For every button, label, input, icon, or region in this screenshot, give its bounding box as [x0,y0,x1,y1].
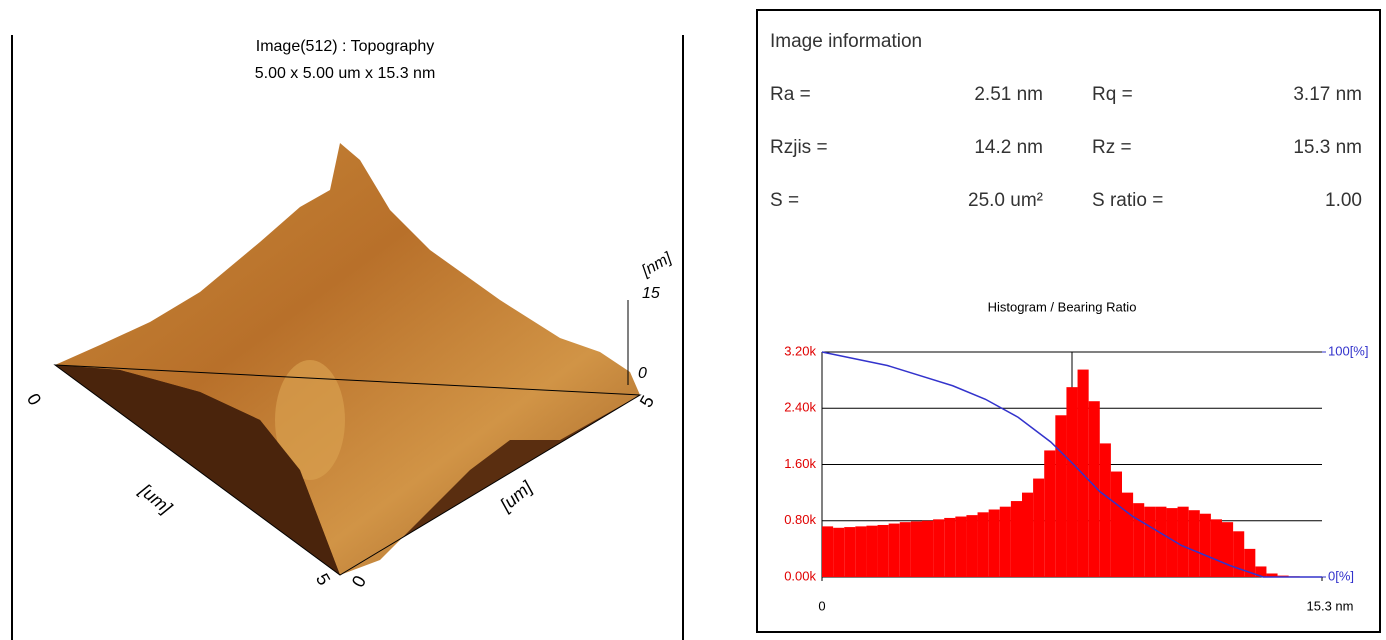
info-cell: 1.00 [1325,190,1362,211]
bar [1033,479,1044,577]
y-tick: 5 [636,392,658,411]
info-cell: Rz = [1092,137,1132,158]
x-tick-label: 0 [818,598,825,613]
x-tick: 5 [312,570,334,589]
bar [989,510,1000,578]
bar [1100,443,1111,577]
x-tick: 0 [23,390,45,409]
bar [966,515,977,577]
bar [922,521,933,577]
z-tick: 0 [638,365,647,382]
topo-title: Image(512) : Topography [256,38,434,55]
z-tick: 15 [642,285,660,302]
y-tick-label: 1.60k [784,456,816,471]
bar [1200,514,1211,577]
surface [55,143,640,575]
info-title: Image information [770,31,922,52]
y2-tick-label: 100[%] [1328,343,1368,358]
bar [933,519,944,577]
bar [978,512,989,577]
info-cell: 25.0 um² [968,190,1043,211]
bar [944,518,955,577]
bar [1144,507,1155,577]
bar [1155,507,1166,577]
y2-tick-label: 0[%] [1328,568,1354,583]
bar [1178,507,1189,577]
y-tick-label: 2.40k [784,400,816,415]
topography-3d [55,143,640,575]
bar [1222,522,1233,577]
bar [878,525,889,577]
bar [900,522,911,577]
bar [833,528,844,577]
bar [1044,450,1055,577]
info-cell: 14.2 nm [974,137,1043,158]
z-unit: [nm] [638,249,675,280]
info-cell: Ra = [770,84,811,105]
bar [866,526,877,577]
y-tick-label: 3.20k [784,343,816,358]
y-tick-label: 0.80k [784,512,816,527]
x-unit: [um] [135,479,176,518]
bar [1189,510,1200,577]
bar [822,526,833,577]
info-cell: 3.17 nm [1293,84,1362,105]
x-tick-label: 15.3 nm [1307,598,1354,613]
info-cell: S ratio = [1092,190,1163,211]
bar [855,526,866,577]
bar [1066,387,1077,577]
page: Image(512) : Topography 5.00 x 5.00 um x… [0,0,1386,640]
chart-title: Histogram / Bearing Ratio [988,299,1137,314]
topo-subtitle: 5.00 x 5.00 um x 15.3 nm [255,65,436,82]
bar [1011,501,1022,577]
bar [889,524,900,577]
bar [1055,415,1066,577]
bar [1133,503,1144,577]
bar [1000,507,1011,577]
info-cell: Rzjis = [770,137,828,158]
bar [1022,493,1033,577]
y-unit: [um] [496,476,537,515]
info-cell: 2.51 nm [974,84,1043,105]
y-tick: 0 [348,572,370,591]
bar [955,517,966,577]
bar [844,527,855,577]
bar [1111,472,1122,577]
screen: Image(512) : Topography 5.00 x 5.00 um x… [0,0,1386,640]
bar [1211,519,1222,577]
bar [1122,493,1133,577]
info-cell: Rq = [1092,84,1133,105]
y-tick-label: 0.00k [784,568,816,583]
histogram: Histogram / Bearing Ratio 0.00k 0.80k 1.60k… [784,299,1368,613]
info-cell: 15.3 nm [1293,137,1362,158]
bar [911,521,922,577]
info-cell: S = [770,190,799,211]
